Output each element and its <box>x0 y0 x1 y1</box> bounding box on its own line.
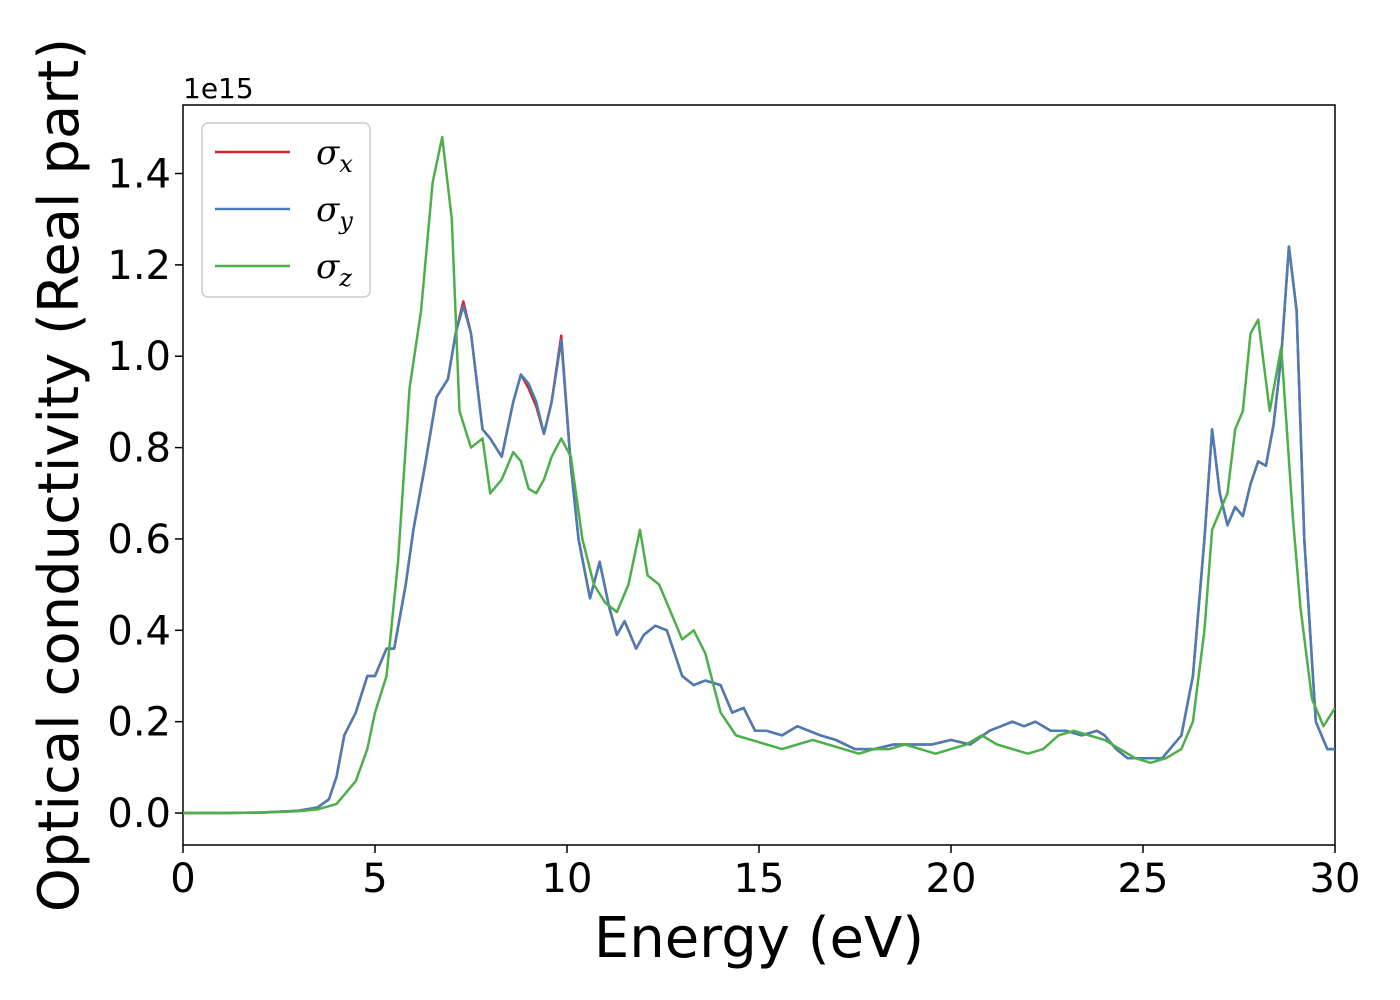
series-line-z <box>183 135 1335 815</box>
y-offset-label: 1e15 <box>183 72 254 105</box>
y-tick-label: 0.0 <box>107 791 171 837</box>
y-tick-label: 1.4 <box>107 152 171 198</box>
x-tick-label: 20 <box>926 856 977 902</box>
y-tick-label: 0.4 <box>107 608 171 654</box>
legend-label-x: σx <box>316 133 353 178</box>
y-tick-label: 1.2 <box>107 243 171 289</box>
legend-subscript: y <box>338 207 353 235</box>
x-tick-label: 15 <box>734 856 785 902</box>
series-line-y <box>183 245 1335 815</box>
legend-label-y: σy <box>316 190 353 235</box>
series-layer <box>183 135 1335 815</box>
legend-label-z: σz <box>316 247 352 292</box>
y-tick-label: 0.6 <box>107 517 171 563</box>
x-tick-label: 5 <box>362 856 387 902</box>
y-tick-label: 0.2 <box>107 700 171 746</box>
legend-symbol: σ <box>316 190 340 230</box>
x-axis-label: Energy (eV) <box>594 906 924 971</box>
legend-subscript: z <box>338 264 352 292</box>
x-tick-label: 10 <box>542 856 593 902</box>
legend-subscript: x <box>339 150 353 178</box>
y-axis-ticks: 0.0 0.2 0.4 0.6 0.8 1.0 1.2 1.4 <box>107 152 183 837</box>
x-axis-ticks: 0 5 10 15 20 25 30 <box>170 845 1360 902</box>
y-tick-label: 1.0 <box>107 334 171 380</box>
y-axis-label: Optical conductivity (Real part) <box>27 38 92 912</box>
legend-symbol: σ <box>316 133 340 173</box>
x-tick-label: 30 <box>1310 856 1361 902</box>
x-tick-label: 0 <box>170 856 195 902</box>
legend-symbol: σ <box>316 247 340 287</box>
y-tick-label: 0.8 <box>107 426 171 472</box>
x-tick-label: 25 <box>1118 856 1169 902</box>
